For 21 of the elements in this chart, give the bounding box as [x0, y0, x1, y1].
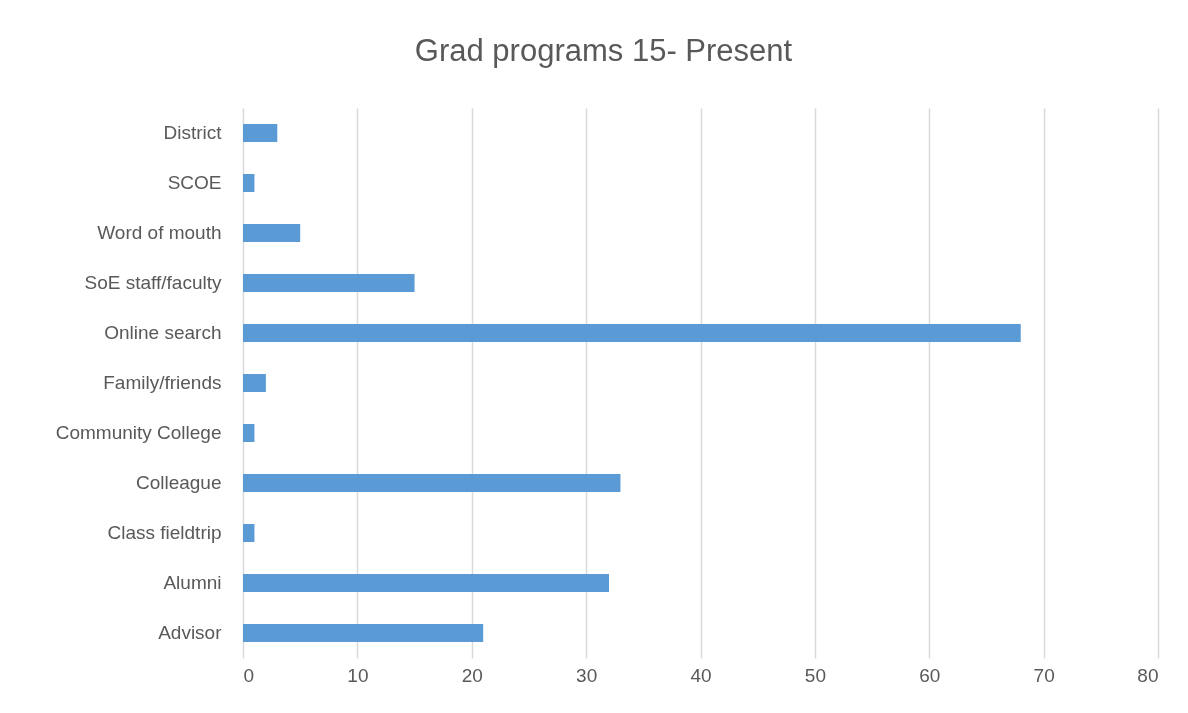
chart-title: Grad programs 15- Present — [414, 33, 793, 68]
x-tick-label: 80 — [1137, 664, 1159, 686]
y-tick-label: Family/friends — [103, 372, 222, 393]
x-tick-label: 60 — [919, 664, 941, 686]
x-tick-label: 30 — [576, 664, 598, 686]
y-tick-label: SoE staff/faculty — [84, 272, 222, 293]
y-tick-label: Advisor — [158, 622, 223, 643]
y-tick-label: Class fieldtrip — [107, 522, 222, 543]
x-tick-label: 40 — [690, 664, 712, 686]
x-tick-label: 70 — [1033, 664, 1055, 686]
y-tick-label: SCOE — [167, 172, 222, 193]
y-tick-label: Colleague — [135, 472, 222, 493]
x-tick-label: 20 — [461, 664, 483, 686]
y-tick-label: Online search — [104, 322, 222, 343]
x-tick-label: 0 — [243, 664, 255, 686]
y-tick-label: District — [163, 122, 223, 143]
y-tick-label: Alumni — [163, 572, 222, 593]
y-tick-label: Community College — [55, 422, 222, 443]
x-tick-label: 10 — [347, 664, 369, 686]
x-tick-label: 50 — [804, 664, 826, 686]
y-tick-label: Word of mouth — [97, 222, 222, 243]
